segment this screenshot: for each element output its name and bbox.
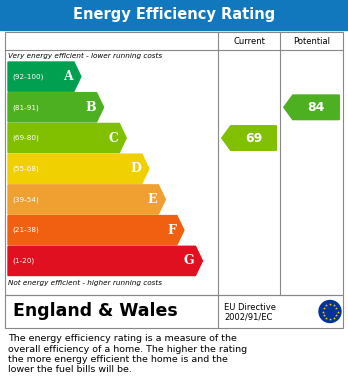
Polygon shape [8,93,104,122]
Text: (55-68): (55-68) [12,165,39,172]
Text: lower the fuel bills will be.: lower the fuel bills will be. [8,366,132,375]
Text: D: D [130,162,141,175]
Text: (92-100): (92-100) [12,74,44,80]
Text: (39-54): (39-54) [12,196,39,203]
Text: Not energy efficient - higher running costs: Not energy efficient - higher running co… [8,280,162,286]
Text: EU Directive: EU Directive [224,303,276,312]
Polygon shape [8,62,81,91]
Text: Very energy efficient - lower running costs: Very energy efficient - lower running co… [8,53,162,59]
Polygon shape [8,246,203,276]
Text: (69-80): (69-80) [12,135,39,141]
Text: 69: 69 [245,131,262,145]
Text: C: C [108,131,118,145]
Text: England & Wales: England & Wales [13,303,178,321]
Text: 84: 84 [307,101,325,114]
Text: (81-91): (81-91) [12,104,39,111]
Polygon shape [8,124,126,152]
Text: F: F [167,224,176,237]
Text: (1-20): (1-20) [12,258,34,264]
Polygon shape [8,215,184,245]
Text: Current: Current [233,36,265,45]
Text: E: E [148,193,157,206]
Polygon shape [8,185,165,214]
Polygon shape [222,126,276,150]
Text: the more energy efficient the home is and the: the more energy efficient the home is an… [8,355,228,364]
Text: (21-38): (21-38) [12,227,39,233]
Text: G: G [184,255,195,267]
Circle shape [319,301,341,323]
Text: A: A [63,70,73,83]
Bar [5,295,343,328]
Text: overall efficiency of a home. The higher the rating: overall efficiency of a home. The higher… [8,344,247,353]
Bar [5,32,343,295]
Bar [0,0,348,30]
Text: Potential: Potential [293,36,330,45]
Polygon shape [284,95,339,120]
Text: The energy efficiency rating is a measure of the: The energy efficiency rating is a measur… [8,334,237,343]
Polygon shape [8,154,149,183]
Text: 2002/91/EC: 2002/91/EC [224,312,272,321]
Text: Energy Efficiency Rating: Energy Efficiency Rating [73,7,275,23]
Text: B: B [85,101,96,114]
